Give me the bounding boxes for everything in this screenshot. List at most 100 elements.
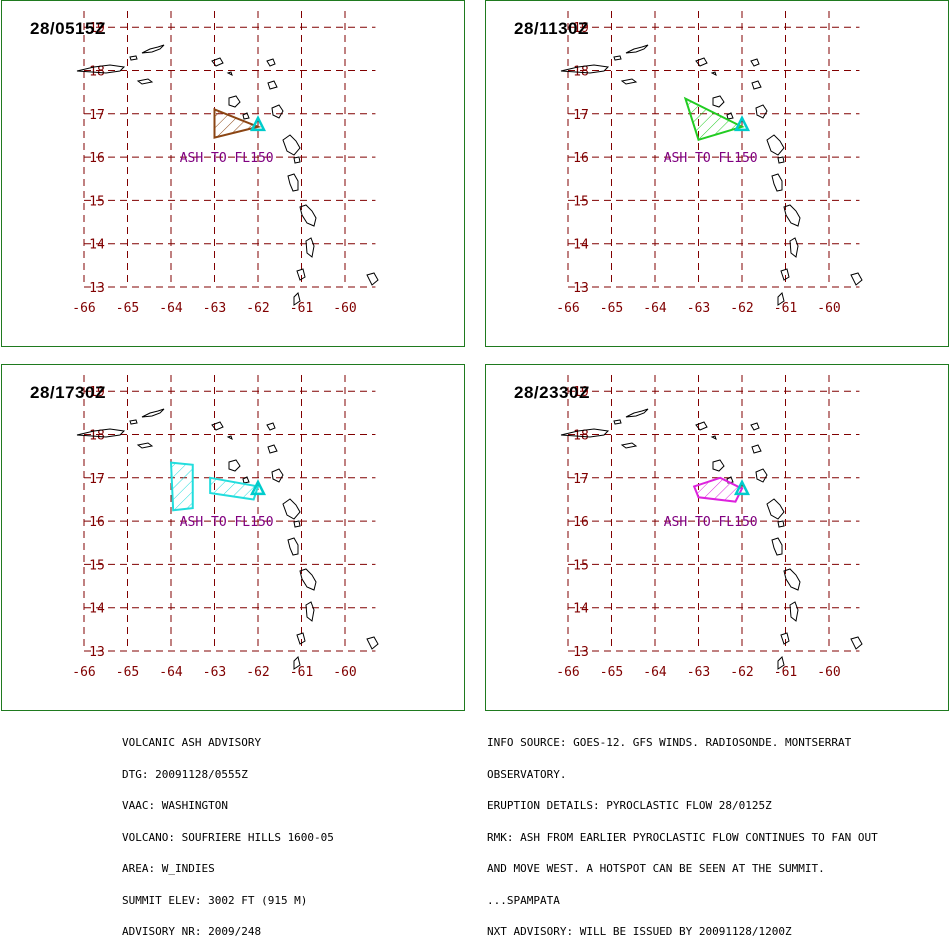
ash-cloud-polygon <box>209 476 260 501</box>
lat-tick-label: 17 <box>89 108 105 123</box>
guadeloupe-coast <box>271 104 284 119</box>
lat-tick-label: 19 <box>89 385 105 400</box>
montserrat-coast <box>712 95 725 108</box>
lon-tick-label: -61 <box>774 665 797 680</box>
nevis-coast <box>242 112 250 120</box>
antigua-coast <box>267 444 278 454</box>
guadeloupe-east-coast <box>766 134 785 156</box>
ash-cloud-polygon <box>213 107 262 139</box>
barbuda-coast <box>750 422 760 431</box>
lon-tick-label: -60 <box>817 665 840 680</box>
lon-tick-label: -66 <box>72 665 95 680</box>
st-vincent-coast <box>296 632 306 645</box>
advisory-line: ADVISORY NR: 2009/248 <box>122 925 262 938</box>
st-lucia-coast <box>305 601 315 622</box>
lon-tick-label: -63 <box>687 665 710 680</box>
dominica-coast <box>771 537 783 556</box>
lat-tick-label: 14 <box>573 602 589 617</box>
advisory-line: DTG: 20091128/0555Z <box>122 767 248 781</box>
st-lucia-coast <box>305 237 315 258</box>
lon-tick-label: -65 <box>116 301 139 316</box>
volcano-triangle-icon <box>249 479 267 496</box>
guadeloupe-east-coast <box>282 134 301 156</box>
barbados-coast <box>850 272 863 286</box>
lon-tick-label: -60 <box>817 301 840 316</box>
virgin-islands-coast <box>141 44 165 54</box>
lon-tick-label: -63 <box>203 665 226 680</box>
martinique-coast <box>299 204 317 227</box>
volcano-triangle-icon <box>249 115 267 132</box>
martinique-coast <box>299 568 317 591</box>
st-barth-coast <box>710 71 717 76</box>
lat-tick-label: 16 <box>89 515 105 530</box>
map-panel-3: 28/1730Z -66 -65 -64 -63 -62 -61 -60 13 14 15 16 17… <box>1 364 465 711</box>
grenadines-coast <box>777 292 785 306</box>
lon-tick-label: -66 <box>556 665 579 680</box>
ash-level-label: ASH TO FL150 <box>180 151 274 166</box>
advisory-line: OBSERVATORY. <box>487 767 567 781</box>
grenadines-coast <box>777 656 785 670</box>
lat-tick-label: 14 <box>573 238 589 253</box>
ash-cloud-polygon <box>683 96 745 142</box>
antigua-coast <box>267 80 278 90</box>
anguilla-coast <box>211 421 224 431</box>
guadeloupe-east-coast <box>766 498 785 520</box>
antigua-coast <box>751 80 762 90</box>
st-lucia-coast <box>789 237 799 258</box>
ash-level-label: ASH TO FL150 <box>664 151 758 166</box>
grenadines-coast <box>293 656 301 670</box>
lon-tick-label: -62 <box>730 665 753 680</box>
vieques-coast <box>613 55 622 61</box>
map-panel-1: 28/0515Z -66 -65 -64 -63 -62 -61 -60 13 14 15 16 17… <box>1 0 465 347</box>
marie-galante-coast <box>777 156 785 164</box>
montserrat-coast <box>712 459 725 472</box>
montserrat-coast <box>228 459 241 472</box>
virgin-islands-coast <box>625 408 649 418</box>
advisory-line: RMK: ASH FROM EARLIER PYROCLASTIC FLOW C… <box>487 830 878 844</box>
advisory-line: AREA: W_INDIES <box>122 862 215 875</box>
barbuda-coast <box>266 58 276 67</box>
lon-tick-label: -60 <box>333 665 356 680</box>
marie-galante-coast <box>293 520 301 528</box>
lat-tick-label: 19 <box>573 385 589 400</box>
ash-cloud-polygon <box>692 476 744 503</box>
map-panel-2: 28/1130Z -66 -65 -64 -63 -62 -61 -60 13 14 15 16 17… <box>485 0 949 347</box>
lat-tick-label: 13 <box>573 281 589 296</box>
lat-tick-label: 16 <box>89 151 105 166</box>
volcano-triangle-icon <box>733 479 751 496</box>
advisory-line: SUMMIT ELEV: 3002 FT (915 M) <box>122 893 308 907</box>
lon-tick-label: -64 <box>159 665 183 680</box>
ash-level-label: ASH TO FL150 <box>664 515 758 530</box>
st-croix-coast <box>136 78 154 85</box>
anguilla-coast <box>211 57 224 67</box>
lat-tick-label: 14 <box>89 602 105 617</box>
barbados-coast <box>850 636 863 650</box>
st-vincent-coast <box>780 268 790 281</box>
lat-tick-label: 17 <box>573 108 589 123</box>
panel-time: 28/1730Z <box>30 383 106 402</box>
advisory-line: NXT ADVISORY: WILL BE ISSUED BY 20091128… <box>487 925 792 938</box>
lat-tick-label: 14 <box>89 238 105 253</box>
puerto-rico-coast <box>560 428 610 438</box>
lon-tick-label: -64 <box>159 301 183 316</box>
antigua-coast <box>751 444 762 454</box>
panel-time: 28/1130Z <box>514 19 589 38</box>
advisory-line: VAAC: WASHINGTON <box>122 799 228 812</box>
puerto-rico-coast <box>76 428 126 438</box>
lat-tick-label: 13 <box>89 281 105 296</box>
lat-tick-label: 16 <box>573 151 589 166</box>
lat-tick-label: 15 <box>89 558 105 573</box>
lon-tick-label: -64 <box>643 665 667 680</box>
barbuda-coast <box>266 422 276 431</box>
lat-tick-label: 15 <box>573 558 589 573</box>
lon-tick-label: -66 <box>72 301 95 316</box>
lon-tick-label: -62 <box>730 301 753 316</box>
lon-tick-label: -63 <box>687 301 710 316</box>
st-barth-coast <box>710 435 717 440</box>
vieques-coast <box>613 419 622 425</box>
virgin-islands-coast <box>625 44 649 54</box>
lat-tick-label: 15 <box>573 194 589 209</box>
